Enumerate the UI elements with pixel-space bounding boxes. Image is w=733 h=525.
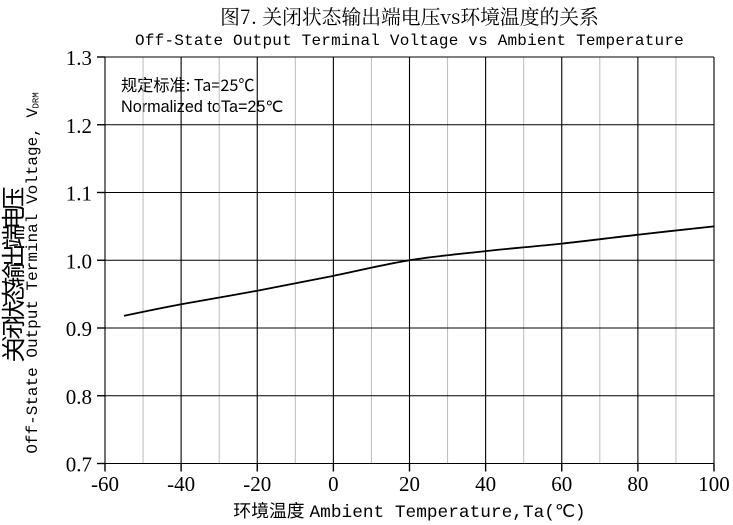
svg-text:-60: -60 — [91, 472, 119, 496]
svg-text:1.0: 1.0 — [66, 249, 92, 273]
svg-text:0.9: 0.9 — [66, 317, 92, 341]
svg-text:80: 80 — [627, 472, 648, 496]
svg-text:1.3: 1.3 — [66, 46, 92, 70]
svg-text:40: 40 — [475, 472, 496, 496]
svg-text:0: 0 — [328, 472, 339, 496]
svg-text:1.2: 1.2 — [66, 114, 92, 138]
svg-text:20: 20 — [399, 472, 420, 496]
svg-text:0.8: 0.8 — [66, 385, 92, 409]
svg-text:100: 100 — [698, 472, 730, 496]
svg-text:-20: -20 — [243, 472, 271, 496]
svg-text:-40: -40 — [167, 472, 195, 496]
svg-text:1.1: 1.1 — [66, 182, 92, 206]
svg-text:0.7: 0.7 — [66, 453, 92, 477]
svg-text:60: 60 — [551, 472, 572, 496]
svg-text:Off-State Output Terminal Volt: Off-State Output Terminal Voltage, VDRM — [24, 92, 42, 453]
